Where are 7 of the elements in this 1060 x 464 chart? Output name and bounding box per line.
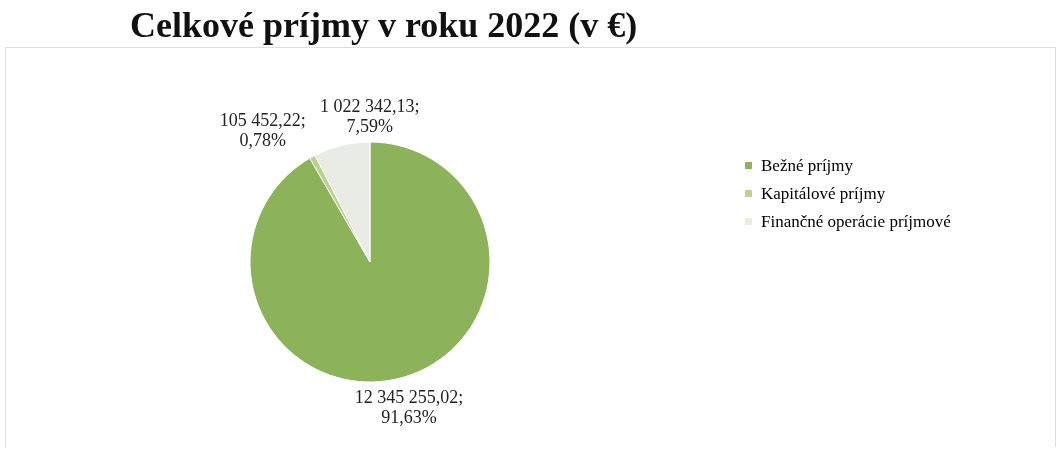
data-label: 105 452,22; 0,78% (219, 110, 306, 151)
legend-label: Kapitálové príjmy (761, 183, 886, 203)
chart-title: Celkové príjmy v roku 2022 (v €) (130, 5, 638, 45)
legend-label: Finančné operácie príjmové (761, 211, 951, 231)
legend-label: Bežné príjmy (761, 155, 854, 175)
data-label: 12 345 255,02; 91,63% (354, 386, 464, 427)
data-label: 1 022 342,13; 7,59% (320, 96, 420, 137)
